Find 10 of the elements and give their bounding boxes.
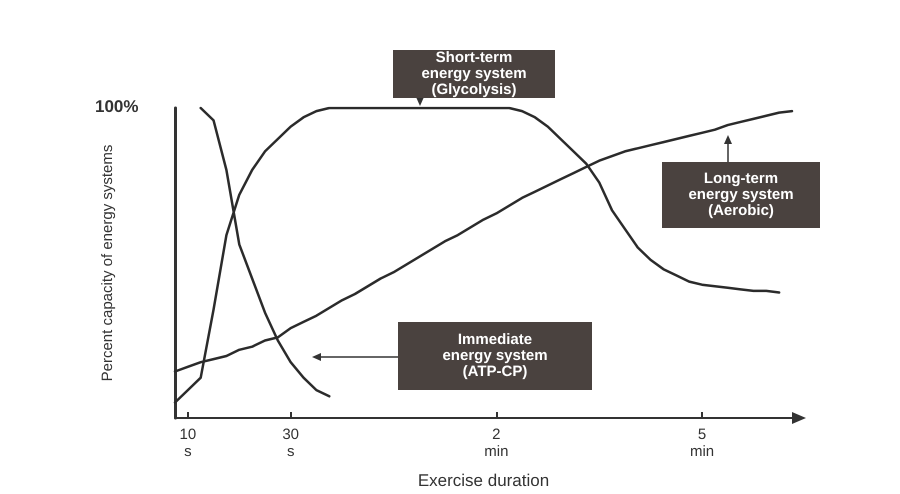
x-tick-label: 30 s (282, 426, 300, 460)
label-box: Long-term energy system (Aerobic) (662, 162, 820, 228)
label-box: Immediate energy system (ATP-CP) (398, 322, 592, 390)
x-tick-label: 2 min (484, 426, 508, 460)
x-tick-label: 5 min (690, 426, 714, 460)
text: 100% (95, 97, 138, 116)
x-tick-label: 10 s (180, 426, 196, 460)
y-axis-title: Percent capacity of energy systems (99, 144, 116, 382)
label-box: Short-term energy system (Glycolysis) (393, 50, 555, 98)
x-axis-title: Exercise duration (418, 471, 550, 490)
